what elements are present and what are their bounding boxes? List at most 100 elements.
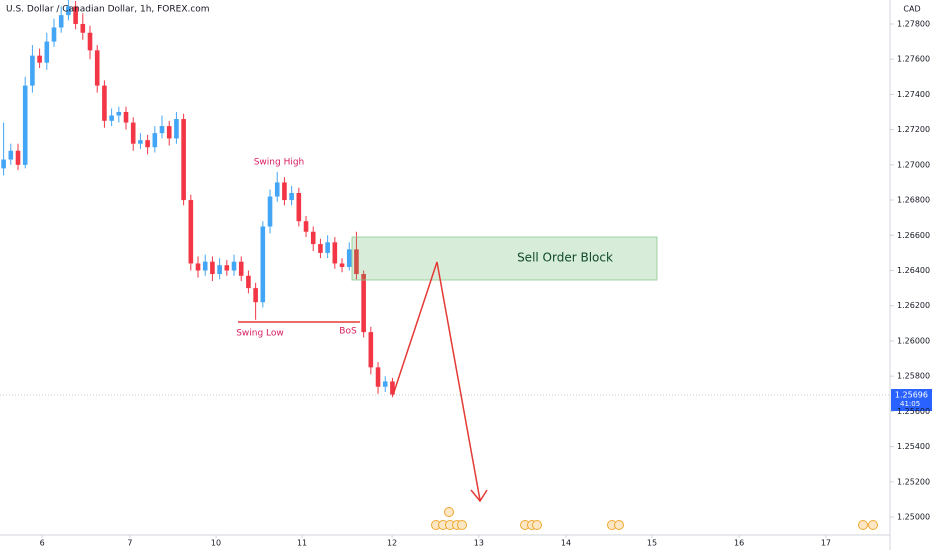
candle-body bbox=[58, 15, 64, 28]
candle-body bbox=[37, 55, 42, 63]
y-tick-label: 1.25400 bbox=[897, 442, 930, 451]
candle-body bbox=[238, 261, 244, 276]
y-tick-label: 1.25800 bbox=[897, 372, 930, 381]
candle-body bbox=[339, 263, 345, 267]
x-tick-label: 6 bbox=[40, 539, 45, 548]
candle-body bbox=[94, 50, 100, 86]
candle-body bbox=[267, 196, 273, 227]
y-tick-label: 1.27200 bbox=[897, 125, 930, 134]
event-icons bbox=[431, 507, 878, 530]
y-tick-label: 1.26000 bbox=[897, 336, 930, 345]
candle-body bbox=[30, 55, 35, 86]
candle-body bbox=[87, 32, 93, 51]
x-tick-label: 12 bbox=[387, 539, 397, 548]
candle-body bbox=[210, 261, 215, 275]
event-icon bbox=[868, 520, 878, 530]
candle-body bbox=[116, 112, 122, 116]
candle-body bbox=[224, 265, 230, 271]
candle-body bbox=[145, 140, 150, 148]
x-tick-label: 7 bbox=[127, 539, 132, 548]
candle-body bbox=[354, 249, 359, 275]
order-block-box bbox=[351, 236, 658, 281]
y-tick-label: 1.25600 bbox=[897, 407, 930, 416]
candle-body bbox=[318, 244, 323, 253]
candle-body bbox=[390, 381, 395, 395]
candle-body bbox=[202, 261, 208, 271]
arrow-head bbox=[470, 489, 488, 503]
y-tick-label: 1.26800 bbox=[897, 196, 930, 205]
y-tick-label: 1.27600 bbox=[897, 55, 930, 64]
candle-body bbox=[51, 27, 57, 42]
candle-body bbox=[130, 122, 136, 144]
x-tick-label: 13 bbox=[474, 539, 484, 548]
x-tick-label: 17 bbox=[821, 539, 831, 548]
swing-low-label: Swing Low bbox=[236, 329, 284, 339]
candle-body bbox=[195, 263, 201, 271]
candle-body bbox=[289, 193, 294, 201]
candle-body bbox=[1, 159, 6, 169]
candle-body bbox=[159, 126, 165, 134]
y-tick-label: 1.26200 bbox=[897, 301, 930, 310]
candle-body bbox=[181, 119, 186, 201]
candle-body bbox=[44, 41, 50, 63]
candle-body bbox=[109, 115, 114, 121]
swing-high-label: Swing High bbox=[254, 158, 305, 168]
candle-body bbox=[382, 381, 388, 387]
candle-body bbox=[375, 367, 381, 387]
candle-body bbox=[282, 182, 287, 201]
candle-body bbox=[217, 265, 222, 275]
candle-body bbox=[102, 85, 107, 121]
candle-body bbox=[8, 150, 14, 160]
candle-body bbox=[260, 226, 266, 303]
candle-body bbox=[174, 119, 179, 139]
candle-body bbox=[73, 6, 78, 24]
candle-body bbox=[303, 221, 309, 232]
candle-body bbox=[138, 140, 143, 144]
event-icon bbox=[444, 507, 454, 517]
candle-body bbox=[66, 6, 71, 16]
y-tick-label: 1.26600 bbox=[897, 231, 930, 240]
x-tick-label: 11 bbox=[297, 539, 307, 548]
candle-body bbox=[253, 288, 258, 303]
event-icon bbox=[532, 520, 542, 530]
last-price-box bbox=[891, 389, 932, 411]
candle-body bbox=[332, 242, 338, 264]
candle-body bbox=[15, 150, 21, 165]
candle-body bbox=[166, 126, 172, 139]
candle-body bbox=[152, 133, 158, 148]
projection-arrow bbox=[392, 261, 481, 501]
candle-body bbox=[123, 112, 129, 123]
chart-title: U.S. Dollar / Canadian Dollar, 1h, FOREX… bbox=[6, 5, 210, 15]
candle-body bbox=[188, 200, 194, 264]
candle-body bbox=[246, 275, 251, 289]
candle-body bbox=[368, 332, 374, 368]
candle-body bbox=[231, 261, 237, 271]
event-icon bbox=[614, 520, 624, 530]
candle-body bbox=[80, 23, 86, 33]
y-tick-label: 1.27800 bbox=[897, 19, 930, 28]
y-tick-label: 1.25200 bbox=[897, 477, 930, 486]
candle-body bbox=[325, 242, 330, 253]
event-icon bbox=[858, 520, 868, 530]
y-tick-label: 1.26400 bbox=[897, 266, 930, 275]
candle-body bbox=[274, 182, 280, 197]
candle-body bbox=[296, 193, 302, 222]
y-tick-label: 1.25000 bbox=[897, 513, 930, 522]
countdown: 41:05 bbox=[900, 400, 920, 408]
candle-body bbox=[22, 85, 28, 165]
x-tick-label: 10 bbox=[211, 539, 221, 548]
order-block-label: Sell Order Block bbox=[517, 251, 613, 265]
x-tick-label: 15 bbox=[647, 539, 657, 548]
currency-label: CAD bbox=[903, 5, 920, 14]
candle-body bbox=[346, 249, 352, 267]
plot bbox=[1, 0, 395, 398]
last-price-label: 1.25696 bbox=[895, 391, 928, 400]
y-tick-label: 1.27000 bbox=[897, 160, 930, 169]
x-tick-label: 16 bbox=[734, 539, 744, 548]
bos-label: BoS bbox=[339, 327, 357, 337]
candle-body bbox=[310, 231, 316, 245]
x-tick-label: 14 bbox=[561, 539, 571, 548]
event-icon bbox=[457, 520, 467, 530]
